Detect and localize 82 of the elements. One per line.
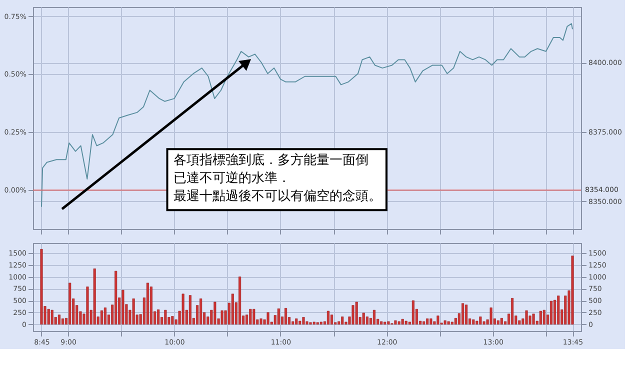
bar bbox=[539, 310, 542, 324]
bar bbox=[320, 322, 322, 324]
bar bbox=[525, 310, 528, 324]
bar bbox=[260, 318, 262, 324]
annotation: 各項指標強到底．多方能量一面倒 bbox=[173, 152, 368, 168]
bar bbox=[86, 286, 89, 324]
bar bbox=[306, 321, 308, 324]
bar bbox=[384, 322, 386, 324]
bar bbox=[447, 321, 450, 324]
bar bbox=[200, 298, 202, 324]
bar bbox=[214, 302, 216, 324]
bar bbox=[114, 270, 118, 324]
bar bbox=[132, 298, 135, 324]
bar bbox=[352, 305, 354, 324]
bar bbox=[150, 286, 152, 324]
bar bbox=[380, 321, 383, 324]
bar bbox=[554, 300, 556, 324]
bar bbox=[500, 318, 503, 324]
bar bbox=[472, 319, 475, 324]
bar bbox=[444, 320, 446, 324]
bar bbox=[542, 310, 546, 324]
bar bbox=[394, 320, 397, 324]
bar bbox=[372, 310, 376, 324]
bar bbox=[412, 300, 414, 324]
bar bbox=[341, 316, 344, 324]
line-series bbox=[40, 23, 574, 208]
bar bbox=[171, 316, 174, 324]
bar bbox=[479, 316, 482, 324]
bar bbox=[182, 294, 184, 324]
bar bbox=[292, 321, 294, 324]
bar bbox=[146, 282, 149, 324]
bar bbox=[511, 298, 514, 324]
bar bbox=[312, 322, 316, 324]
bar bbox=[465, 304, 468, 324]
bar bbox=[68, 282, 72, 324]
bar bbox=[157, 309, 160, 324]
bar bbox=[220, 310, 224, 324]
bar bbox=[355, 302, 358, 324]
bar bbox=[550, 300, 553, 324]
bar bbox=[330, 314, 333, 324]
bar bbox=[450, 322, 454, 324]
bar bbox=[532, 314, 535, 324]
bar bbox=[284, 308, 288, 324]
bar bbox=[401, 318, 404, 324]
bar bbox=[277, 308, 280, 324]
bar bbox=[298, 320, 302, 324]
bar bbox=[557, 296, 560, 324]
bar bbox=[238, 276, 242, 324]
bar bbox=[430, 318, 432, 324]
bar bbox=[387, 321, 390, 324]
bar bbox=[249, 308, 252, 324]
annotation: 最遲十點過後不可以有偏空的念頭。 bbox=[173, 189, 382, 204]
bar bbox=[61, 318, 64, 324]
bar bbox=[476, 320, 478, 324]
bar bbox=[122, 290, 124, 324]
bar bbox=[58, 314, 60, 324]
bar bbox=[462, 303, 464, 324]
bar bbox=[366, 316, 368, 324]
bar bbox=[436, 316, 440, 324]
bar bbox=[295, 318, 298, 324]
bar bbox=[188, 295, 192, 324]
bar bbox=[496, 320, 500, 324]
bar bbox=[50, 310, 54, 324]
bar bbox=[40, 249, 43, 324]
bar bbox=[571, 256, 574, 324]
bar bbox=[398, 321, 400, 324]
bar bbox=[47, 308, 50, 324]
annotation: 已達不可逆的水準． bbox=[173, 171, 290, 186]
bar bbox=[100, 310, 103, 324]
bar bbox=[426, 318, 429, 324]
bar bbox=[104, 308, 106, 324]
bar bbox=[404, 320, 408, 324]
bar bbox=[231, 294, 234, 324]
bar bbox=[326, 310, 330, 324]
bar bbox=[362, 312, 365, 324]
bar bbox=[164, 310, 167, 324]
bar bbox=[266, 312, 270, 324]
bar bbox=[490, 308, 492, 324]
bar bbox=[302, 317, 305, 324]
bar bbox=[252, 308, 256, 324]
bar bbox=[93, 268, 96, 324]
bar bbox=[422, 321, 426, 324]
